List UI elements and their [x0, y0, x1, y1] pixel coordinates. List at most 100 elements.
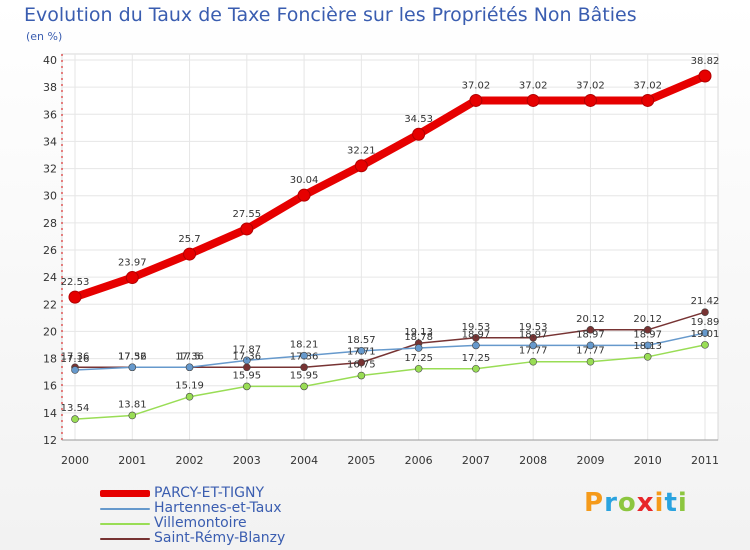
data-point	[472, 364, 480, 373]
data-label: 21.42	[691, 296, 720, 307]
y-tick-label: 20	[43, 325, 57, 338]
y-tick-label: 12	[43, 434, 57, 447]
data-label: 15.95	[232, 370, 261, 381]
legend-item: PARCY-ET-TIGNY	[100, 486, 285, 501]
data-label: 17.52	[118, 351, 147, 362]
data-label: 17.36	[118, 351, 147, 362]
y-tick-label: 24	[43, 271, 57, 284]
data-label: 17.36	[175, 351, 204, 362]
data-label: 17.77	[519, 346, 548, 357]
legend-swatch	[100, 507, 150, 510]
data-label: 37.02	[633, 80, 662, 91]
data-label: 18.97	[519, 329, 548, 340]
legend-swatch	[100, 522, 150, 525]
data-point	[701, 308, 709, 316]
data-point	[183, 247, 197, 261]
x-tick-label: 2001	[118, 454, 146, 467]
proxiti-logo: Proxiti	[584, 488, 688, 518]
data-point	[529, 334, 537, 342]
data-label: 17.25	[462, 353, 491, 364]
logo-letter: t	[664, 488, 678, 518]
x-tick-label: 2011	[691, 454, 719, 467]
y-tick-label: 16	[43, 380, 57, 393]
data-point	[357, 371, 366, 380]
series-line-1	[74, 332, 706, 371]
legend-item: Villemontoire	[100, 516, 285, 531]
y-tick-label: 28	[43, 217, 57, 230]
data-label: 22.53	[61, 277, 90, 288]
data-label: 17.16	[61, 354, 90, 365]
logo-letter: o	[617, 488, 637, 518]
data-label: 17.36	[290, 351, 319, 362]
plot-area	[61, 53, 719, 441]
data-label: 27.55	[232, 209, 261, 220]
data-label: 32.21	[347, 146, 376, 157]
series-line-0	[73, 72, 707, 301]
data-point	[472, 341, 480, 350]
data-point	[300, 382, 308, 391]
chart-title: Evolution du Taux de Taxe Foncière sur l…	[24, 4, 637, 26]
y-tick-label: 38	[43, 81, 57, 94]
data-point	[529, 341, 537, 350]
data-label: 37.02	[576, 80, 605, 91]
data-point	[641, 93, 655, 107]
data-point	[643, 353, 652, 361]
data-label: 18.97	[462, 329, 491, 340]
data-point	[354, 159, 368, 173]
x-tick-label: 2009	[576, 454, 604, 467]
data-label: 13.54	[61, 403, 90, 414]
data-label: 19.53	[519, 322, 548, 333]
data-label: 17.36	[232, 351, 261, 362]
data-label: 19.89	[691, 317, 720, 328]
legend-label: Villemontoire	[154, 515, 247, 531]
data-point	[243, 382, 251, 391]
legend-label: PARCY-ET-TIGNY	[154, 485, 265, 501]
data-label: 13.81	[118, 399, 147, 410]
data-label: 15.19	[175, 381, 204, 392]
data-point	[643, 325, 652, 334]
data-point	[529, 357, 537, 366]
data-point	[586, 325, 595, 334]
data-label: 19.01	[691, 329, 720, 340]
data-label: 20.12	[576, 314, 605, 325]
legend-label: Hartennes-et-Taux	[154, 500, 282, 516]
y-tick-label: 40	[43, 54, 57, 67]
x-tick-label: 2005	[347, 454, 375, 467]
data-label: 18.78	[404, 332, 433, 343]
legend-item: Hartennes-et-Taux	[100, 501, 285, 516]
y-axis-unit: (en %)	[26, 30, 63, 43]
data-label: 20.12	[633, 314, 662, 325]
data-point	[526, 93, 540, 107]
data-point	[698, 69, 712, 83]
data-point	[701, 341, 709, 349]
data-point	[71, 415, 79, 423]
data-label: 23.97	[118, 258, 147, 269]
data-point	[240, 222, 254, 236]
x-tick-label: 2003	[233, 454, 261, 467]
data-point	[297, 188, 311, 202]
logo-letter: i	[654, 488, 665, 518]
data-label: 19.13	[404, 327, 433, 338]
x-tick-label: 2010	[634, 454, 662, 467]
x-tick-label: 2008	[519, 454, 547, 467]
data-point	[71, 366, 79, 374]
legend-swatch	[100, 537, 150, 540]
data-label: 37.02	[462, 80, 491, 91]
y-tick-label: 22	[43, 298, 57, 311]
logo-letter: r	[604, 488, 618, 518]
data-point	[300, 351, 308, 360]
data-point	[68, 290, 82, 304]
data-label: 17.5	[178, 351, 200, 362]
data-point	[185, 363, 194, 372]
data-label: 15.95	[290, 370, 319, 381]
data-label: 17.25	[404, 353, 433, 364]
data-point	[586, 341, 595, 350]
data-label: 18.97	[576, 329, 605, 340]
data-label: 30.04	[290, 175, 319, 186]
data-point	[125, 271, 139, 285]
data-point	[357, 347, 366, 355]
legend-swatch	[100, 490, 150, 497]
data-point	[414, 344, 423, 352]
data-label: 18.13	[633, 341, 662, 352]
data-label: 37.02	[519, 80, 548, 91]
